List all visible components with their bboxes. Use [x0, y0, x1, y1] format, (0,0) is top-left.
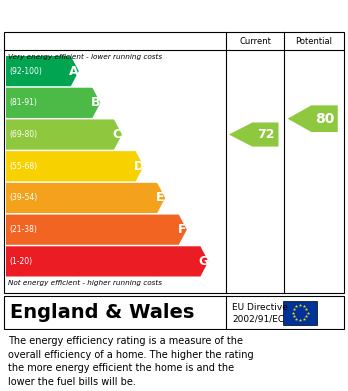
Text: D: D [134, 160, 144, 173]
Polygon shape [229, 122, 278, 147]
Polygon shape [6, 215, 187, 245]
Polygon shape [6, 56, 79, 86]
Text: Very energy efficient - lower running costs: Very energy efficient - lower running co… [8, 54, 162, 60]
Text: (69-80): (69-80) [9, 130, 37, 139]
Text: (81-91): (81-91) [9, 98, 37, 107]
Polygon shape [6, 151, 144, 181]
Text: EU Directive: EU Directive [232, 303, 288, 312]
Text: E: E [156, 192, 165, 204]
Text: B: B [90, 96, 100, 109]
FancyBboxPatch shape [283, 301, 317, 325]
Text: G: G [198, 255, 208, 268]
Text: 2002/91/EC: 2002/91/EC [232, 314, 284, 323]
Text: Energy Efficiency Rating: Energy Efficiency Rating [9, 7, 219, 23]
Text: Current: Current [239, 36, 271, 45]
Text: 72: 72 [257, 128, 274, 141]
Text: A: A [69, 65, 79, 77]
Polygon shape [287, 105, 338, 132]
Text: (92-100): (92-100) [9, 66, 42, 75]
Text: The energy efficiency rating is a measure of the
overall efficiency of a home. T: The energy efficiency rating is a measur… [8, 336, 254, 387]
Text: C: C [112, 128, 121, 141]
Polygon shape [6, 246, 208, 276]
Polygon shape [6, 119, 122, 150]
Text: Not energy efficient - higher running costs: Not energy efficient - higher running co… [8, 280, 162, 286]
Text: (39-54): (39-54) [9, 194, 37, 203]
Text: (55-68): (55-68) [9, 162, 37, 171]
Polygon shape [6, 88, 101, 118]
Text: Potential: Potential [295, 36, 332, 45]
Text: (21-38): (21-38) [9, 225, 37, 234]
Text: England & Wales: England & Wales [10, 303, 195, 322]
Text: F: F [177, 223, 186, 236]
Text: (1-20): (1-20) [9, 257, 32, 266]
Text: 80: 80 [315, 112, 334, 126]
Polygon shape [6, 183, 165, 213]
